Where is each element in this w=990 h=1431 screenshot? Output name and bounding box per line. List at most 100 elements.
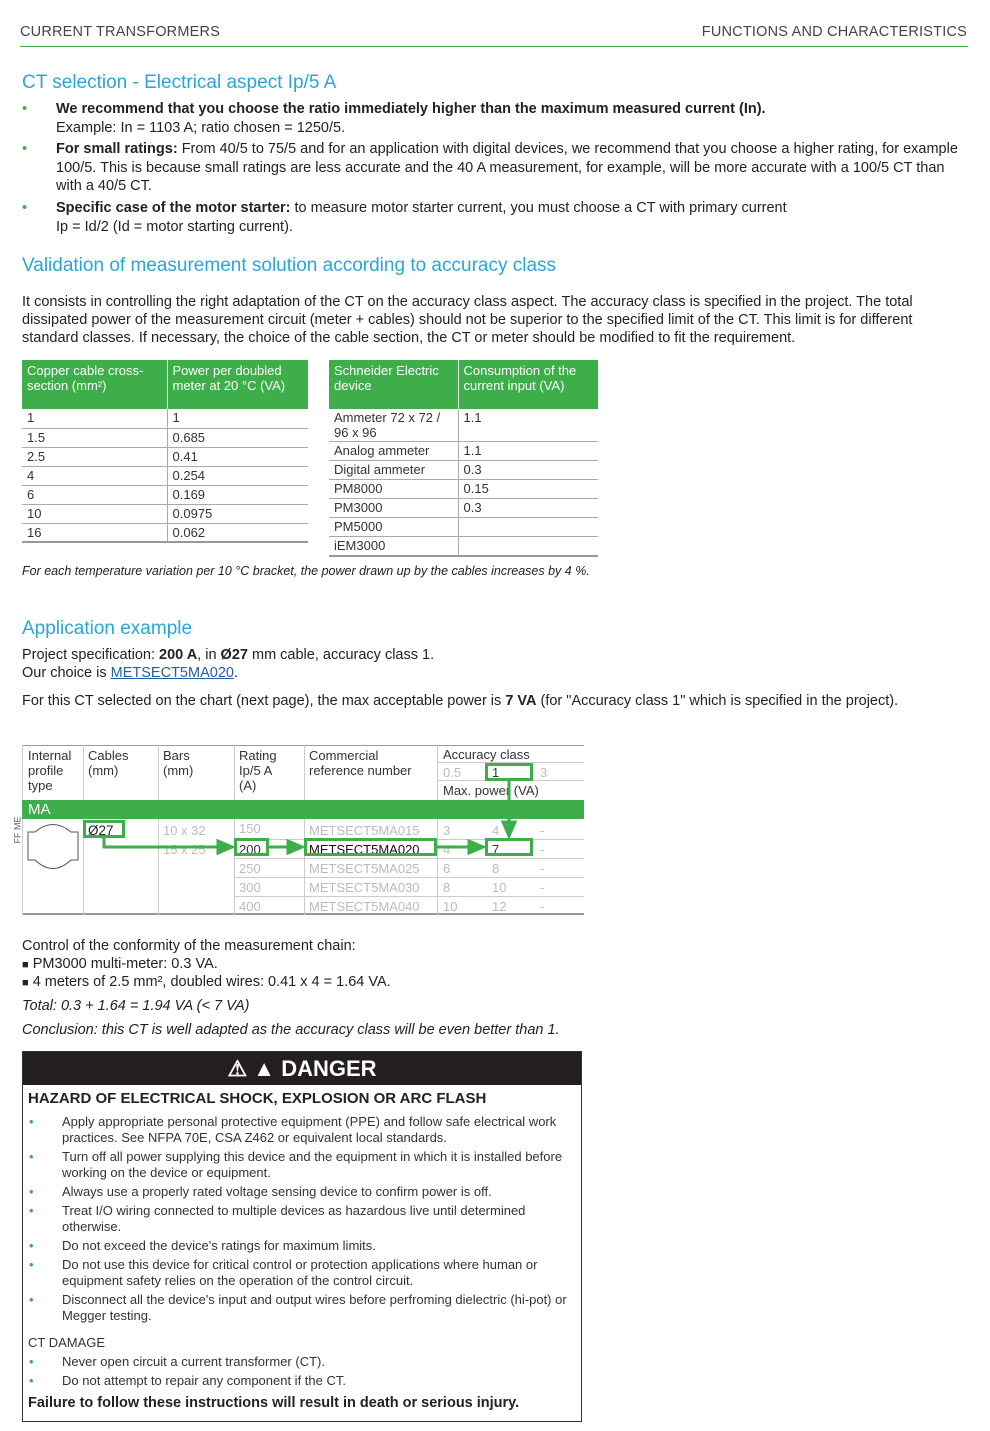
bullet-icon: • (29, 1257, 34, 1272)
device-table: Schneider Electric device Consumption of … (329, 360, 598, 557)
column-header: Cables (mm) (88, 748, 129, 778)
product-link[interactable]: METSECT5MA020 (110, 665, 234, 681)
table-cell: 1 (166, 409, 308, 429)
table-cell: - (540, 899, 545, 914)
cable-value: Ø27 (88, 823, 114, 838)
table-row: Analog ammeter 1.1 (329, 441, 598, 461)
column-header: Accuracy class (443, 747, 530, 762)
hazard-title: HAZARD OF ELECTRICAL SHOCK, EXPLOSION OR… (28, 1090, 487, 1107)
table-cell: PM3000 (329, 498, 458, 518)
project-spec: Project specification: 200 A, in Ø27 mm … (22, 647, 435, 663)
section-title: CT selection - Electrical aspect Ip/5 A (22, 72, 337, 93)
danger-item: • Do not use this device for critical con… (29, 1257, 574, 1289)
table-row: 2.5 0.41 (22, 447, 308, 467)
column-header: Commercial reference number (309, 748, 412, 778)
table-cell: 1.1 (457, 441, 598, 461)
table-cell: 4 (492, 823, 500, 838)
column-header: Bars (mm) (163, 748, 194, 778)
danger-item: • Disconnect all the device's input and o… (29, 1292, 574, 1324)
warning-icon: ⚠ ▲ (227, 1056, 276, 1081)
danger-item: • Do not attempt to repair any component … (29, 1373, 574, 1389)
table-cell: 16 (22, 523, 167, 543)
table-cell: 0.685 (166, 428, 308, 448)
danger-item: • Never open circuit a current transforme… (29, 1354, 574, 1370)
table-row: 10 0.0975 (22, 504, 308, 524)
bullet-bold: We recommend that you choose the ratio i… (56, 101, 766, 117)
conclusion: Conclusion: this CT is well adapted as t… (22, 1022, 560, 1038)
header-divider (20, 46, 968, 47)
table-cell: 1 (22, 409, 167, 429)
danger-item-text: Do not exceed the device's ratings for m… (62, 1238, 376, 1253)
table-cell: - (540, 880, 545, 895)
table-cell: 12 (492, 899, 507, 914)
bullet-line: Ip = Id/2 (Id = motor starting current). (56, 218, 293, 235)
table-row: Ammeter 72 x 72 / 96 x 96 1.1 (329, 409, 598, 442)
bullet-bold: Specific case of the motor starter: (56, 200, 291, 216)
header-right: FUNCTIONS AND CHARACTERISTICS (701, 24, 967, 40)
section-title: Validation of measurement solution accor… (22, 255, 557, 276)
table-cell: Analog ammeter (329, 441, 458, 461)
table-cell: - (540, 823, 545, 838)
class-label: 0.5 (443, 765, 462, 780)
table-cell: 250 (239, 861, 261, 876)
danger-item: • Treat I/O wiring connected to multiple … (29, 1203, 574, 1235)
table-cell: 0.15 (457, 479, 598, 499)
bullet-icon: • (29, 1114, 34, 1129)
table-row: Digital ammeter 0.3 (329, 460, 598, 480)
danger-header: ⚠ ▲ DANGER (23, 1052, 581, 1085)
choice: Our choice is METSECT5MA020. (22, 665, 238, 681)
bullet-icon: • (29, 1238, 34, 1253)
intro-paragraph: It consists in controlling the right ada… (22, 294, 913, 346)
column-header: Consumption of the current input (VA) (457, 360, 598, 409)
danger-title: DANGER (281, 1056, 377, 1081)
table-note: For each temperature variation per 10 °C… (22, 564, 590, 578)
danger-box: ⚠ ▲ DANGER HAZARD OF ELECTRICAL SHOCK, E… (22, 1051, 582, 1422)
table-row: 6 0.169 (22, 485, 308, 505)
column-header: Copper cable cross-section (mm²) (22, 360, 167, 409)
control-item: ■ 4 meters of 2.5 mm², doubled wires: 0.… (22, 974, 391, 990)
table-cell: 3 (443, 823, 451, 838)
table-row: PM5000 (329, 517, 598, 537)
table-cell: 400 (239, 899, 261, 914)
bullet-icon: • (29, 1373, 34, 1388)
danger-item-text: Disconnect all the device's input and ou… (62, 1292, 567, 1323)
table-cell: 6 (443, 861, 451, 876)
danger-item: • Always use a properly rated voltage sen… (29, 1184, 574, 1200)
column-header: Power per doubled meter at 20 °C (VA) (166, 360, 308, 409)
table-cell: - (540, 861, 545, 876)
table-cell (457, 536, 598, 556)
total: Total: 0.3 + 1.64 = 1.94 VA (< 7 VA) (22, 998, 250, 1014)
bar-value: 10 x 32 (163, 823, 206, 838)
table-cell: PM8000 (329, 479, 458, 499)
table-cell: 8 (492, 861, 500, 876)
application-table: Internal profile type Cables (mm) Bars (… (22, 745, 584, 915)
table-cell: 6 (22, 485, 167, 505)
class-label: 1 (492, 765, 500, 780)
danger-item-text: Treat I/O wiring connected to multiple d… (62, 1203, 526, 1234)
table-cell (457, 517, 598, 537)
class-label: 3 (540, 765, 548, 780)
table-cell: 0.062 (166, 523, 308, 543)
section-title: Application example (22, 618, 193, 639)
side-label: FF ME (12, 816, 23, 844)
danger-item-text: Apply appropriate personal protective eq… (62, 1114, 557, 1145)
bullet: • We recommend that you choose the ratio … (22, 101, 766, 136)
table-cell: 300 (239, 880, 261, 895)
table-cell: iEM3000 (329, 536, 458, 556)
table-cell: 2.5 (22, 447, 167, 467)
table-cell: - (540, 842, 545, 857)
bullet-icon: • (29, 1184, 34, 1199)
selection-arrows (102, 781, 518, 856)
table-cell: 1.5 (22, 428, 167, 448)
bullet-icon: • (29, 1354, 34, 1369)
control-heading: Control of the conformity of the measure… (22, 938, 356, 954)
bullet-text: From 40/5 to 75/5 and for an application… (56, 141, 958, 194)
table-cell: 0.3 (457, 498, 598, 518)
table-cell: METSECT5MA040 (309, 899, 420, 914)
bullet: • For small ratings: From 40/5 to 75/5 an… (22, 141, 958, 194)
table-cell: METSECT5MA030 (309, 880, 420, 895)
column-header: Schneider Electric device (329, 360, 458, 409)
header-left: CURRENT TRANSFORMERS (20, 24, 221, 40)
bullet-icon: • (29, 1292, 34, 1307)
